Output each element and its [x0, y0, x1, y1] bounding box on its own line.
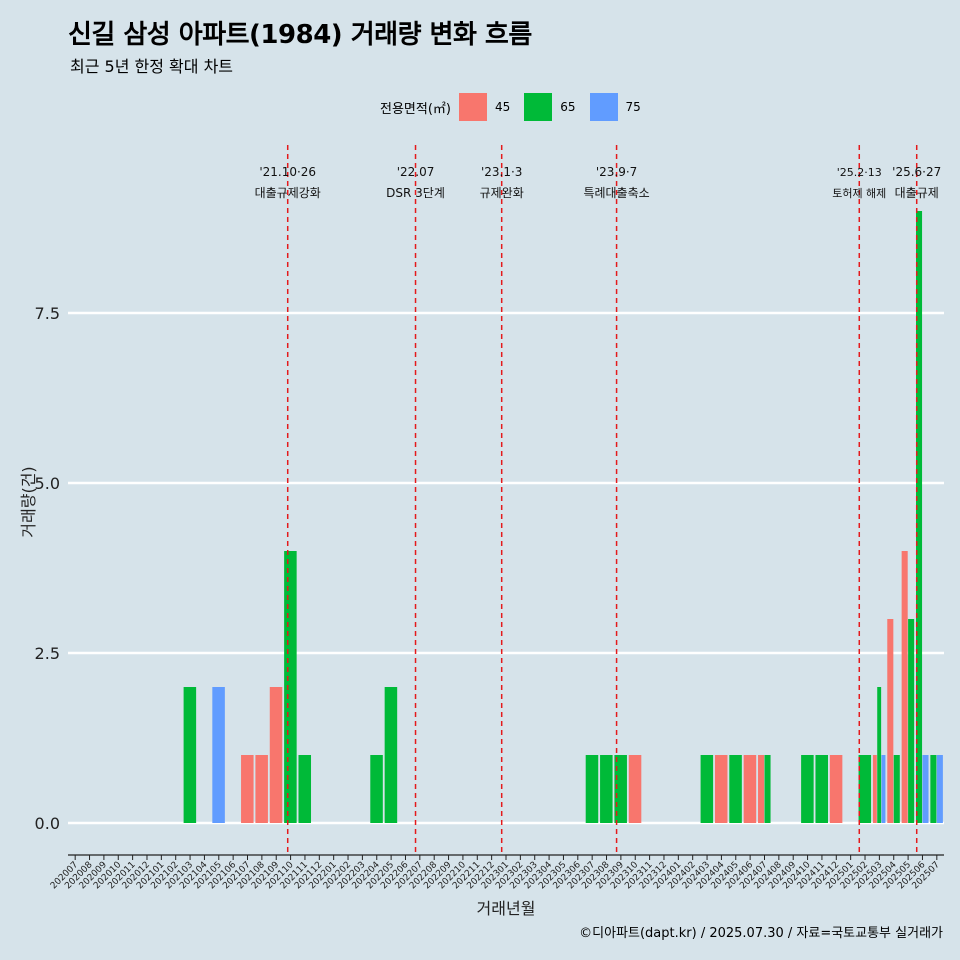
legend-title: 전용면적(㎡) [380, 101, 451, 117]
event-text-label: 규제완화 [480, 186, 524, 200]
bar-202505-45 [901, 551, 908, 823]
bar-202110-65 [284, 551, 297, 823]
legend-label-65: 65 [560, 100, 576, 114]
y-tick-label: 0.0 [35, 814, 60, 833]
bar-202105-75 [212, 687, 225, 823]
y-tick-label: 2.5 [35, 644, 60, 663]
event-date-label: '25.2·13 [837, 166, 882, 179]
event-text-label: DSR 3단계 [386, 186, 445, 200]
bar-202410-65 [801, 755, 814, 823]
legend-key-65 [524, 93, 553, 121]
bar-202503-65 [877, 687, 882, 823]
bar-202503-75 [881, 755, 886, 823]
legend-key-75 [589, 93, 618, 121]
event-text-label: 대출규제강화 [255, 186, 321, 200]
x-axis-title: 거래년월 [477, 899, 536, 918]
bar-202307-65 [585, 755, 599, 823]
event-text-label: 토허제 해제 [832, 186, 886, 200]
bar-202103-65 [183, 687, 197, 823]
bar-202407-45 [758, 755, 765, 823]
bar-202109-45 [269, 687, 283, 823]
bar-202411-65 [815, 755, 828, 823]
bar-202308-65 [600, 755, 613, 823]
legend-key-45 [458, 93, 487, 121]
event-date-label: '21.10·26 [259, 165, 316, 179]
bar-202504-45 [887, 619, 894, 823]
bar-202407-65 [764, 755, 771, 823]
y-axis-title: 거래량(건) [19, 466, 38, 537]
bar-202405-65 [729, 755, 742, 823]
bar-202204-65 [370, 755, 383, 823]
source-caption: ©디아파트(dapt.kr) / 2025.07.30 / 자료=국토교통부 실… [579, 926, 943, 941]
bar-202505-65 [908, 619, 915, 823]
event-text-label: 특례대출축소 [583, 186, 649, 200]
bar-202412-45 [829, 755, 843, 823]
bar-202205-65 [384, 687, 398, 823]
chart-title: 신길 삼성 아파트(1984) 거래량 변화 흐름 [68, 20, 532, 50]
bar-202310-45 [628, 755, 642, 823]
event-date-label: '25.6·27 [892, 165, 941, 179]
bar-202309-65 [614, 755, 627, 823]
bar-202507-65 [930, 755, 937, 823]
bar-202111-65 [298, 755, 312, 823]
bar-202507-75 [936, 755, 943, 823]
legend: 전용면적(㎡) 45 65 75 [380, 92, 655, 122]
legend-label-75: 75 [625, 100, 641, 114]
bar-202404-45 [714, 755, 728, 823]
bar-202107-45 [241, 755, 254, 823]
event-date-label: '23.1·3 [481, 165, 522, 179]
event-text-label: 대출규제 [895, 186, 939, 200]
bar-202403-65 [700, 755, 714, 823]
y-tick-label: 5.0 [35, 474, 60, 493]
bar-202503-45 [872, 755, 877, 823]
bar-202504-65 [893, 755, 900, 823]
chart-subtitle: 최근 5년 한정 확대 차트 [70, 57, 234, 76]
bar-202506-65 [915, 211, 923, 823]
event-date-label: '22.07 [397, 165, 435, 179]
y-tick-label: 7.5 [35, 304, 60, 323]
bar-202506-75 [922, 755, 929, 823]
legend-label-45: 45 [494, 100, 511, 114]
bar-202406-45 [743, 755, 757, 823]
bar-202108-45 [255, 755, 268, 823]
bar-202502-65 [858, 755, 872, 823]
event-date-label: '23.9·7 [596, 165, 637, 179]
